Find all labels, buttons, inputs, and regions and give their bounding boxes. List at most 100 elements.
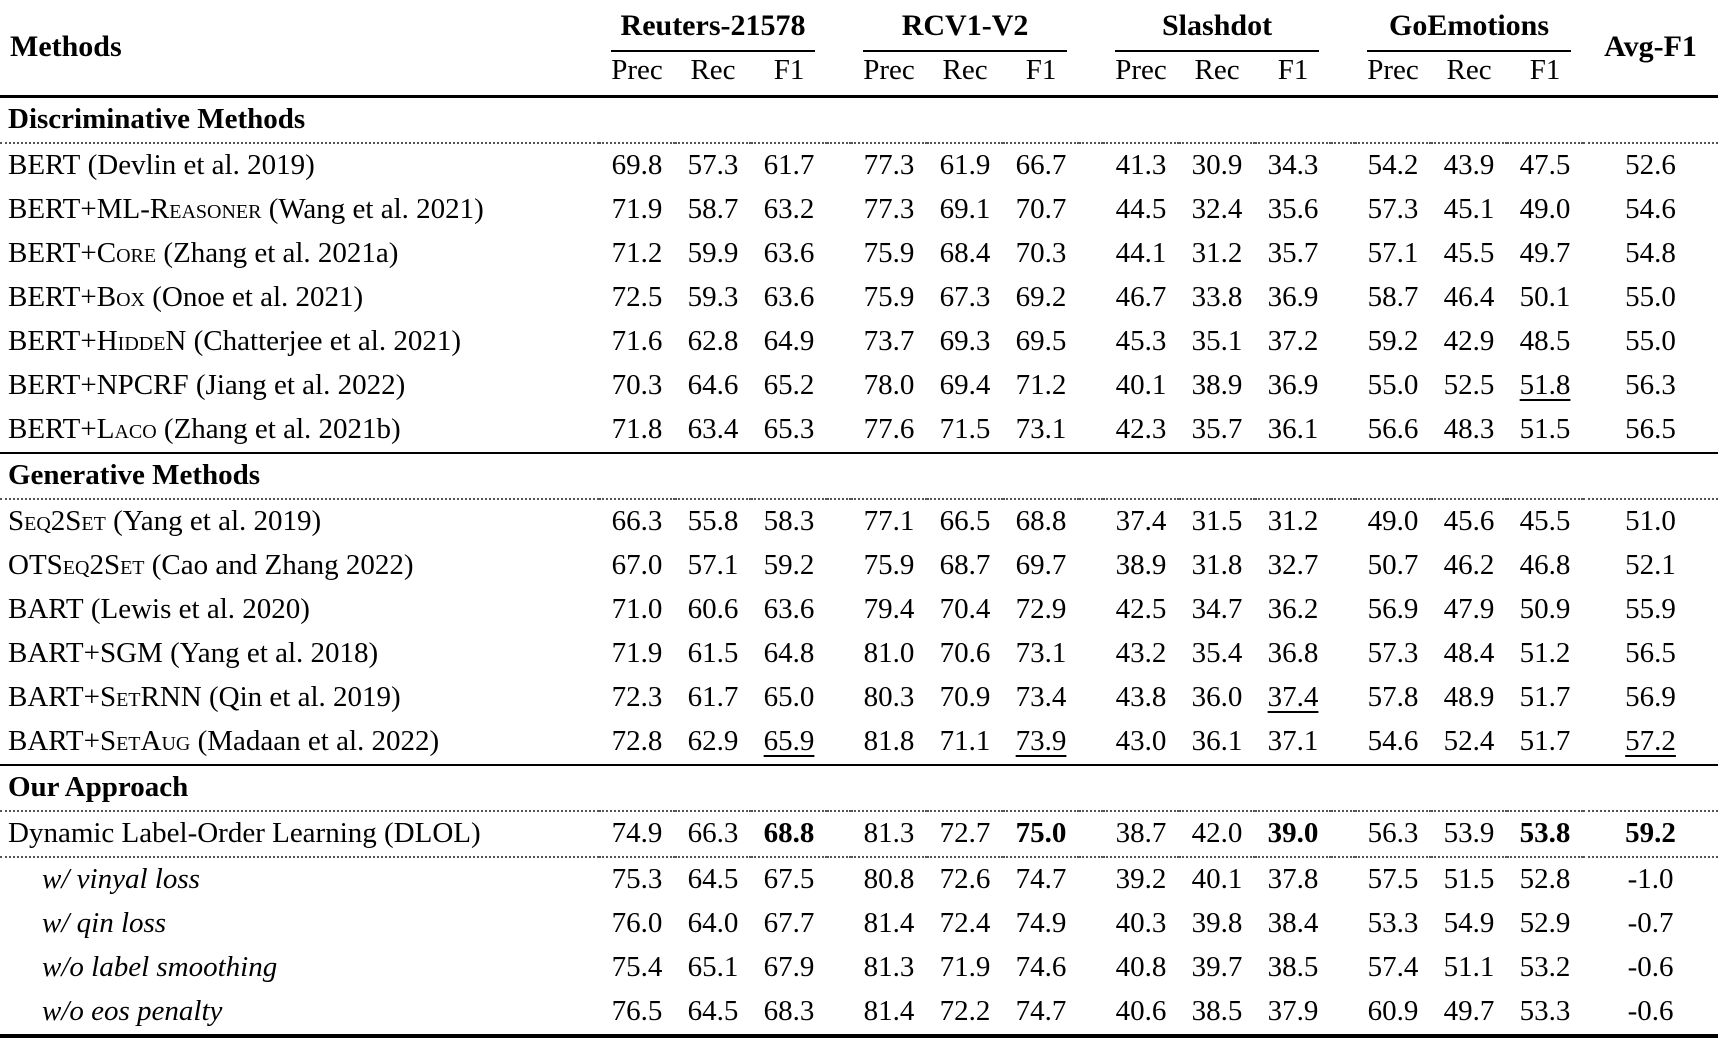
metric-value: 53.3	[1519, 995, 1571, 1027]
metric-value: 67.7	[763, 907, 815, 939]
avg-f1-value: -0.6	[1627, 951, 1674, 983]
method-label: BERT+Core (Zhang et al. 2021a)	[0, 232, 599, 276]
method-citation: (Madaan et al. 2022)	[190, 725, 440, 757]
metric-value: 64.5	[687, 863, 739, 895]
method-name: BERT+HiddeN	[8, 325, 187, 357]
avg-f1-value: -0.7	[1627, 907, 1674, 939]
method-label: Dynamic Label-Order Learning (DLOL)	[0, 810, 599, 858]
metric-value: 69.8	[611, 149, 663, 181]
metric-value: 54.6	[1367, 725, 1419, 757]
metric-value: 53.3	[1367, 907, 1419, 939]
metric-value: 51.5	[1519, 413, 1571, 445]
metric-value: 35.7	[1267, 237, 1319, 269]
method-label: Seq2Set (Yang et al. 2019)	[0, 499, 599, 544]
table-row: BERT+ML-Reasoner (Wang et al. 2021) 71.9 5…	[0, 188, 1718, 232]
metric-value: 39.0	[1255, 810, 1332, 858]
section-header-row: Our Approach	[0, 763, 1718, 812]
metric-value: 80.3	[863, 681, 915, 713]
column-gap	[827, 232, 851, 276]
metric-value: 65.1	[687, 951, 739, 983]
metric-value: 42.3	[1115, 413, 1167, 445]
metric-value: 62.8	[687, 325, 739, 357]
method-name: BART+SetAug	[8, 725, 191, 757]
group-header-goemotions: GoEmotions	[1355, 0, 1583, 52]
metric-value: 72.9	[1015, 593, 1067, 625]
metric-value: 70.3	[1015, 237, 1067, 269]
avg-f1-value: 52.6	[1625, 149, 1676, 181]
column-gap	[1079, 276, 1103, 320]
metric-value: 64.6	[687, 369, 739, 401]
column-gap	[827, 720, 851, 765]
metric-value: 66.7	[1015, 149, 1067, 181]
metric-value: 42.5	[1115, 593, 1167, 625]
method-label: BERT+HiddeN (Chatterjee et al. 2021)	[0, 320, 599, 364]
metric-value: 79.4	[863, 593, 915, 625]
metric-value: 70.6	[939, 637, 991, 669]
metric-value: 45.5	[1443, 237, 1495, 269]
metric-value: 74.7	[1015, 995, 1067, 1027]
metric-value: 81.4	[863, 907, 915, 939]
metric-value: 57.3	[1367, 637, 1419, 669]
metric-value: 48.4	[1443, 637, 1495, 669]
subheader-rec: Rec	[942, 53, 988, 86]
column-gap	[1331, 188, 1355, 232]
metric-value: 56.6	[1367, 413, 1419, 445]
metric-value: 81.3	[863, 951, 915, 983]
metric-value: 38.7	[1103, 810, 1180, 858]
column-gap	[827, 544, 851, 588]
column-gap	[1331, 408, 1355, 453]
group-header-rcv1: RCV1-V2	[851, 0, 1079, 52]
metric-value: 49.7	[1443, 995, 1495, 1027]
metric-value: 53.2	[1519, 951, 1571, 983]
metric-value: 37.4	[1267, 681, 1319, 713]
metric-value: 71.9	[611, 637, 663, 669]
metric-value: 81.3	[851, 810, 928, 858]
column-gap	[827, 188, 851, 232]
metric-value: 35.4	[1191, 637, 1243, 669]
metric-value: 56.3	[1355, 810, 1432, 858]
metric-value: 36.9	[1267, 281, 1319, 313]
avg-f1-value: 59.2	[1583, 810, 1718, 858]
column-gap	[1079, 0, 1103, 96]
column-gap	[827, 990, 851, 1036]
metric-value: 63.6	[763, 593, 815, 625]
column-gap	[1331, 676, 1355, 720]
table-row: w/ vinyal loss 75.3 64.5 67.5 80.8 72.6 74.7 39…	[0, 857, 1718, 902]
table-row: Dynamic Label-Order Learning (DLOL) 74.9 6…	[0, 810, 1718, 858]
metric-value: 40.1	[1115, 369, 1167, 401]
metric-value: 48.9	[1443, 681, 1495, 713]
table-row: BERT+Core (Zhang et al. 2021a) 71.2 59.9 63…	[0, 232, 1718, 276]
table-row: BART+SetAug (Madaan et al. 2022) 72.8 62.9…	[0, 720, 1718, 765]
column-gap	[1331, 810, 1356, 858]
metric-value: 51.8	[1519, 369, 1571, 401]
metric-value: 46.4	[1443, 281, 1495, 313]
subheader-f1: F1	[1025, 53, 1057, 86]
metric-value: 30.9	[1191, 149, 1243, 181]
metric-value: 68.3	[763, 995, 815, 1027]
metric-value: 57.3	[687, 149, 739, 181]
metric-value: 75.9	[863, 237, 915, 269]
metric-value: 72.6	[939, 863, 991, 895]
column-gap	[827, 632, 851, 676]
metric-value: 71.1	[939, 725, 991, 757]
method-label: BERT+NPCRF (Jiang et al. 2022)	[0, 364, 599, 408]
method-citation: (Wang et al. 2021)	[261, 193, 484, 225]
metric-value: 47.5	[1519, 149, 1571, 181]
column-gap	[1331, 990, 1355, 1036]
metric-value: 77.3	[863, 193, 915, 225]
column-gap	[1079, 232, 1103, 276]
avg-f1-value: 56.5	[1625, 637, 1676, 669]
metric-value: 75.4	[611, 951, 663, 983]
metric-value: 58.7	[1367, 281, 1419, 313]
section-title: Generative Methods	[0, 451, 1718, 500]
metric-value: 51.2	[1519, 637, 1571, 669]
metric-value: 36.2	[1267, 593, 1319, 625]
avg-f1-value: 54.8	[1625, 237, 1676, 269]
metric-value: 74.6	[1015, 951, 1067, 983]
metric-value: 71.2	[611, 237, 663, 269]
metric-value: 77.1	[863, 505, 915, 537]
metric-value: 37.2	[1267, 325, 1319, 357]
metric-value: 53.8	[1507, 810, 1584, 858]
metric-value: 63.6	[763, 237, 815, 269]
column-gap	[827, 408, 851, 453]
